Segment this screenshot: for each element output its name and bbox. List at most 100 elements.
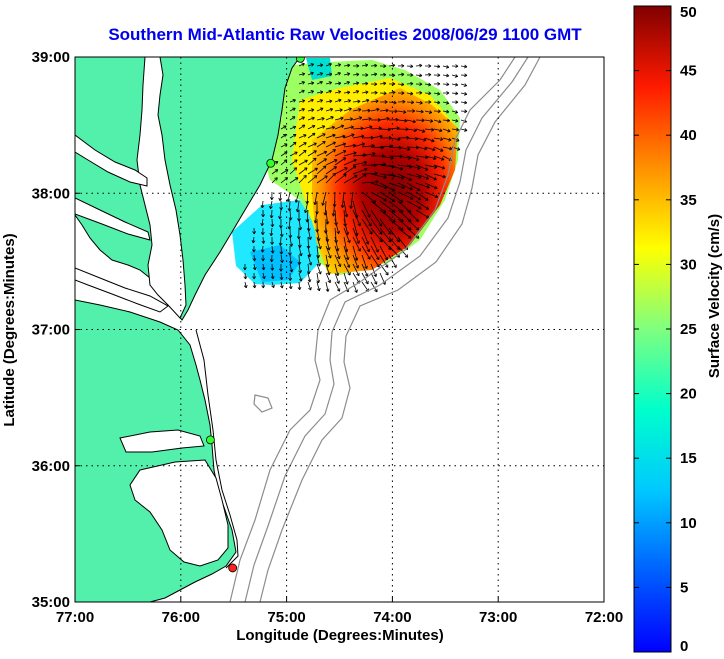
current-vector [379,164,395,168]
current-vector-head [383,64,387,68]
current-vector-head [441,165,446,170]
current-vector-head [294,151,298,155]
current-vector-head [312,132,316,137]
current-vector-head [269,196,274,201]
current-vector-head [270,224,275,228]
current-vector [406,137,418,140]
current-vector-head [447,128,451,133]
current-vector [307,109,314,112]
current-vector-head [279,268,283,272]
current-vector-head [274,161,279,165]
current-vector [415,74,423,77]
current-vector-head [308,262,313,266]
current-vector [397,83,405,85]
current-vector-head [280,259,284,263]
current-vector-head [325,288,330,292]
current-vector [325,272,331,283]
current-vector-head [332,133,336,138]
current-vector-head [420,109,424,114]
current-vector-head [310,90,314,94]
current-vector-head [332,141,336,146]
current-vector [334,254,341,267]
current-vector-head [357,99,361,104]
current-vector-head [319,63,324,68]
y-tick-label: 39:00 [32,49,70,66]
current-vector [325,81,332,85]
current-vector [343,245,349,260]
velocity-field-low-core [250,245,300,282]
current-vector [307,132,316,139]
current-vector [307,263,310,274]
current-vector [415,155,429,158]
current-vector-head [316,279,321,284]
current-vector [298,218,301,231]
current-vector-head [428,72,432,77]
current-vector [451,110,458,114]
current-vector [415,146,428,150]
current-vector [307,227,311,240]
current-vector [424,137,435,142]
current-vector-head [261,240,266,244]
current-vector [334,281,340,292]
current-vector-head [243,276,248,280]
current-vector [451,119,459,122]
current-vector [334,143,346,148]
current-vector-head [301,72,306,76]
current-vector-head [335,272,340,277]
current-vector [361,191,376,204]
current-vector-head [418,205,422,210]
current-vector [288,218,291,230]
current-vector-head [365,81,369,86]
current-vector [298,108,305,112]
current-vector-head [363,173,367,177]
current-vector-head [301,107,305,112]
current-vector [397,236,408,250]
current-vector-head [303,175,307,179]
current-vector [350,191,354,209]
current-vector [361,218,373,235]
current-vector [307,142,317,148]
current-vector-head [356,240,360,244]
current-vector-head [463,91,468,96]
current-vector-head [311,124,316,129]
current-vector [298,159,308,166]
current-vector-head [349,117,354,122]
current-vector-head [337,263,342,268]
current-vector [334,167,348,175]
current-vector-head [430,127,435,132]
current-vector-head [279,276,284,281]
current-vector [289,209,292,221]
current-vector-head [431,138,435,143]
current-vector [298,90,305,94]
rappahannock-river [75,197,151,241]
current-vector [379,209,396,223]
colorbar-tick-label: 35 [680,192,697,209]
current-vector [307,157,317,166]
colorbar-tick-label: 10 [680,515,697,532]
current-vector-head [439,128,443,133]
current-vector [316,272,320,283]
current-vector [370,173,387,179]
current-vector [379,263,389,276]
current-vector-head [446,82,450,87]
current-vector-head [269,232,274,236]
pamlico-sound [129,459,229,567]
current-vector-head [373,281,378,285]
current-vector-head [329,107,334,112]
colorbar-tick-label: 30 [680,256,697,273]
current-vector-head [445,64,450,69]
current-vector [397,146,410,151]
current-vector [406,227,420,239]
current-vector-head [322,141,326,145]
current-vector-head [437,109,441,114]
current-vector-head [284,177,288,181]
current-vector-head [366,248,370,253]
current-vector-head [352,165,357,169]
current-vector [361,254,368,269]
current-vector-head [269,205,273,210]
current-vector [280,272,283,280]
current-vector-head [278,216,282,220]
current-vector-head [448,146,453,151]
james-river [75,267,169,313]
current-vector [388,173,404,179]
